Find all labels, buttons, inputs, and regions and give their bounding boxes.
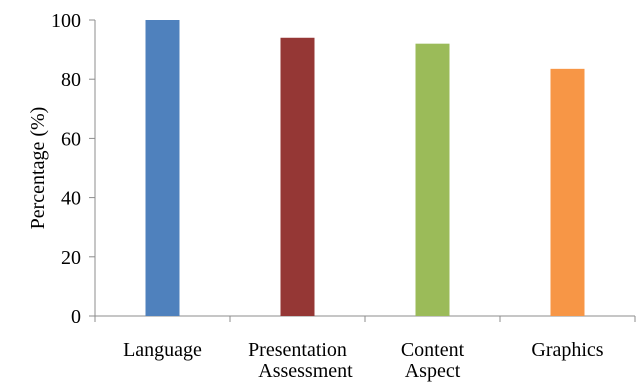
category-label: Language [123,339,202,361]
bars [145,20,585,317]
category-label: Content Aspect [401,339,465,382]
bar [145,20,180,316]
category-labels: Language Presentation Assessment Content Asp… [123,339,604,382]
category-label-line: Language [123,339,202,361]
y-tick-label: 40 [61,188,81,210]
category-label-line: Presentation [248,339,347,361]
x-axis [94,315,636,322]
y-axis-title: Percentage (%) [27,107,49,230]
y-tick-label: 60 [61,128,81,150]
bar [550,68,585,316]
y-tick-label: 100 [51,10,81,32]
y-axis: 0 20 40 60 80 100 [51,10,96,328]
category-label: Graphics [531,339,603,361]
bar [415,43,450,317]
y-tick-label: 80 [61,69,81,91]
category-label-line: Graphics [531,339,603,361]
category-label-line: Aspect [405,360,461,382]
category-label-line: Assessment [258,360,353,382]
y-tick-label: 0 [71,306,81,328]
category-label: Presentation Assessment [248,339,353,382]
bar [280,37,315,316]
category-label-line: Content [401,339,465,361]
y-tick-label: 20 [61,247,81,269]
